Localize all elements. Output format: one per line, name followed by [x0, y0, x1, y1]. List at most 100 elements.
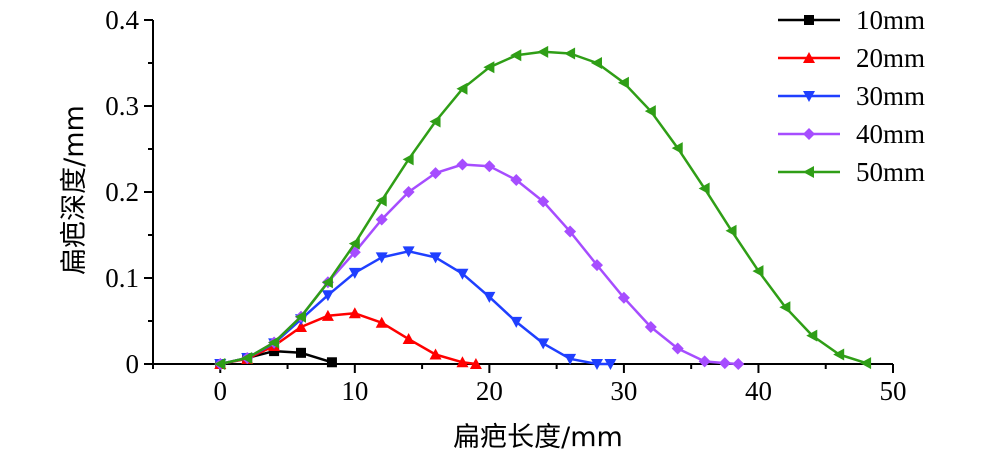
- data-point: [295, 321, 307, 333]
- data-point: [375, 194, 387, 207]
- series-line: [220, 163, 739, 366]
- data-point: [537, 195, 550, 208]
- data-point: [510, 173, 523, 186]
- data-point: [564, 47, 576, 60]
- series-40mm: [214, 158, 745, 370]
- legend-item: 10mm: [778, 5, 925, 35]
- data-point: [429, 115, 441, 128]
- y-tick-label: 0.1: [105, 263, 139, 293]
- data-point: [806, 329, 818, 342]
- data-point: [326, 357, 337, 368]
- x-tick-label: 30: [610, 376, 637, 406]
- legend-label: 10mm: [856, 5, 925, 35]
- data-point: [296, 347, 306, 358]
- data-point: [591, 57, 602, 69]
- legend: 10mm 20mm 30mm 40mm 50mm: [778, 5, 925, 187]
- data-point: [456, 82, 468, 95]
- data-point: [456, 356, 469, 368]
- data-point: [321, 309, 334, 321]
- x-axis-title: 扁疤长度/mm: [453, 422, 623, 453]
- data-point: [241, 351, 253, 364]
- x-tick-label: 0: [214, 376, 228, 406]
- data-point: [617, 76, 629, 89]
- data-point: [698, 182, 710, 195]
- data-point: [348, 267, 361, 279]
- data-point: [429, 252, 442, 264]
- x-tick-label: 40: [745, 376, 772, 406]
- data-point: [402, 333, 415, 345]
- legend-item: 30mm: [778, 81, 925, 111]
- data-point: [321, 276, 333, 289]
- data-point: [469, 358, 482, 369]
- data-point: [698, 355, 711, 368]
- x-tick-label: 20: [476, 376, 503, 406]
- legend-label: 20mm: [856, 43, 925, 73]
- data-point: [375, 316, 388, 328]
- data-point: [671, 142, 683, 155]
- data-point: [456, 268, 469, 280]
- data-point: [725, 224, 737, 237]
- x-tick-label: 50: [880, 376, 907, 406]
- data-point: [591, 259, 603, 272]
- data-point: [456, 158, 469, 171]
- legend-swatch-marker: [803, 166, 814, 178]
- y-axis-title: 扁疤深度/mm: [59, 105, 90, 275]
- data-point: [268, 336, 280, 349]
- series-line: [220, 50, 867, 366]
- legend-item: 40mm: [778, 119, 925, 149]
- y-tick-label: 0.4: [105, 5, 139, 35]
- data-point: [718, 357, 731, 370]
- y-tick-label: 0.3: [105, 91, 139, 121]
- data-point: [375, 213, 388, 226]
- data-point: [402, 186, 415, 198]
- series-50mm: [214, 45, 872, 370]
- data-point: [537, 338, 550, 350]
- data-point: [429, 348, 442, 360]
- data-point: [671, 342, 684, 355]
- y-tick-label: 0.2: [105, 177, 139, 207]
- data-point: [510, 49, 522, 62]
- legend-swatch-marker: [803, 52, 815, 63]
- data-point: [295, 310, 306, 323]
- data-point: [833, 348, 845, 361]
- legend-label: 30mm: [856, 81, 925, 111]
- x-tick-label: 10: [341, 376, 368, 406]
- data-point: [860, 357, 872, 370]
- data-point: [537, 45, 549, 58]
- data-point: [564, 353, 577, 365]
- legend-label: 50mm: [856, 157, 925, 187]
- data-point: [429, 167, 442, 180]
- data-point: [402, 246, 415, 258]
- legend-swatch-marker: [803, 91, 815, 102]
- data-point: [402, 153, 414, 166]
- legend-swatch-marker: [803, 128, 815, 140]
- legend-item: 50mm: [778, 157, 925, 187]
- data-point: [214, 358, 226, 370]
- data-point: [483, 291, 496, 303]
- data-point: [604, 359, 617, 370]
- data-point: [564, 225, 577, 238]
- data-point: [321, 290, 334, 302]
- legend-swatch-marker: [804, 15, 814, 25]
- data-point: [644, 105, 656, 118]
- data-point: [269, 346, 280, 357]
- data-point: [779, 301, 791, 314]
- data-point: [752, 265, 764, 278]
- series-line: [220, 250, 611, 366]
- data-point: [483, 160, 496, 173]
- y-tick-label: 0: [126, 349, 140, 379]
- data-point: [510, 316, 523, 328]
- data-point: [591, 359, 603, 370]
- series-layer: [214, 45, 872, 370]
- data-point: [617, 291, 630, 304]
- data-point: [483, 61, 495, 74]
- series-20mm: [214, 307, 482, 369]
- legend-item: 20mm: [778, 43, 925, 73]
- data-point: [732, 358, 745, 370]
- axes: 0 10 20 30 40 50 0 0.1 0.2 0.3 0.4: [105, 5, 906, 406]
- data-point: [375, 252, 388, 264]
- legend-label: 40mm: [856, 119, 925, 149]
- data-point: [644, 321, 657, 334]
- data-point: [348, 307, 361, 319]
